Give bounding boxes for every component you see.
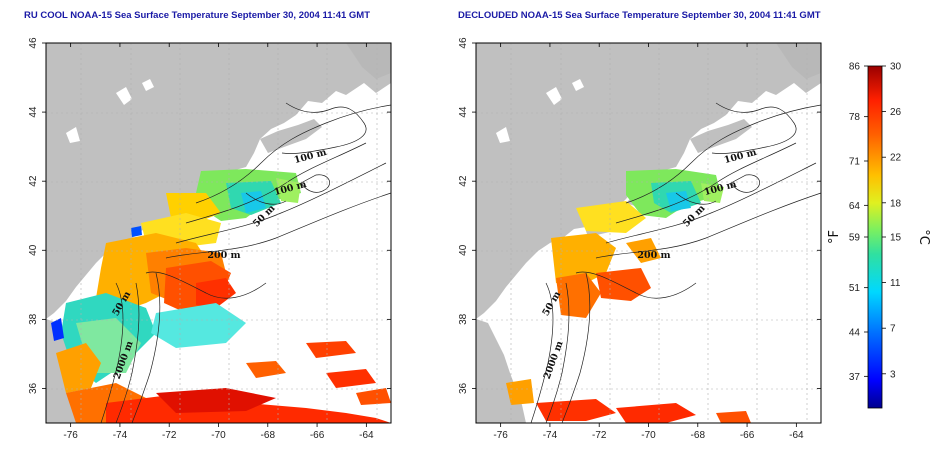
right-lon-tick-label: -68 bbox=[691, 430, 706, 441]
colorbar-c-tick-label: 18 bbox=[890, 198, 902, 209]
left-lon-tick-label: -72 bbox=[162, 430, 177, 441]
right-lon-tick-label: -74 bbox=[543, 430, 558, 441]
left-lat-tick-label: 36 bbox=[28, 382, 39, 394]
right-lat-tick-label: 44 bbox=[458, 106, 469, 118]
left-lon-tick-label: -70 bbox=[211, 430, 226, 441]
right-lat-tick-label: 42 bbox=[458, 175, 469, 187]
colorbar-c-tick-label: 3 bbox=[890, 369, 896, 380]
colorbar bbox=[867, 65, 883, 409]
left-lon-tick-label: -74 bbox=[113, 430, 128, 441]
right-panel-title: DECLOUDED NOAA-15 Sea Surface Temperatur… bbox=[458, 10, 821, 21]
right-contour-label: 200 m bbox=[637, 250, 670, 261]
colorbar-c-tick-label: 30 bbox=[890, 62, 902, 73]
colorbar-f-tick-label: 64 bbox=[849, 201, 861, 212]
right-lat-tick-label: 40 bbox=[458, 244, 469, 256]
colorbar-c-tick-label: 22 bbox=[890, 153, 902, 164]
right-lon-tick-label: -66 bbox=[740, 430, 755, 441]
right-lon-tick-label: -64 bbox=[789, 430, 804, 441]
right-lon-tick-label: -70 bbox=[641, 430, 656, 441]
colorbar-c-tick-label: 7 bbox=[890, 324, 896, 335]
left-map-panel bbox=[45, 42, 392, 424]
right-lat-tick-label: 46 bbox=[458, 37, 469, 49]
right-lon-tick-label: -76 bbox=[493, 430, 508, 441]
left-lon-tick-label: -64 bbox=[359, 430, 374, 441]
left-lat-tick-label: 44 bbox=[28, 106, 39, 118]
left-lat-tick-label: 40 bbox=[28, 244, 39, 256]
left-lon-tick-label: -68 bbox=[261, 430, 276, 441]
colorbar-c-tick-label: 15 bbox=[890, 233, 902, 244]
colorbar-f-tick-label: 78 bbox=[849, 112, 861, 123]
left-panel-title: RU COOL NOAA-15 Sea Surface Temperature … bbox=[24, 10, 371, 21]
colorbar-celsius-unit: °C bbox=[916, 229, 931, 245]
colorbar-f-tick-label: 59 bbox=[849, 233, 861, 244]
left-contour-label: 200 m bbox=[207, 250, 240, 261]
left-lon-tick-label: -66 bbox=[310, 430, 325, 441]
right-lat-tick-label: 36 bbox=[458, 382, 469, 394]
left-lat-tick-label: 38 bbox=[28, 313, 39, 325]
colorbar-fahrenheit-unit: °F bbox=[827, 230, 842, 244]
colorbar-f-tick-label: 37 bbox=[849, 372, 861, 383]
right-lat-tick-label: 38 bbox=[458, 313, 469, 325]
colorbar-f-tick-label: 44 bbox=[849, 328, 861, 339]
left-lat-tick-label: 46 bbox=[28, 37, 39, 49]
colorbar-f-tick-label: 86 bbox=[849, 62, 861, 73]
left-lat-tick-label: 42 bbox=[28, 175, 39, 187]
right-map-panel bbox=[475, 42, 822, 424]
colorbar-f-tick-label: 71 bbox=[849, 157, 861, 168]
right-lon-tick-label: -72 bbox=[592, 430, 607, 441]
colorbar-c-tick-label: 26 bbox=[890, 107, 902, 118]
colorbar-c-tick-label: 11 bbox=[890, 278, 901, 289]
colorbar-f-tick-label: 51 bbox=[849, 283, 861, 294]
right-sst-data bbox=[506, 169, 751, 423]
left-lon-tick-label: -76 bbox=[63, 430, 78, 441]
